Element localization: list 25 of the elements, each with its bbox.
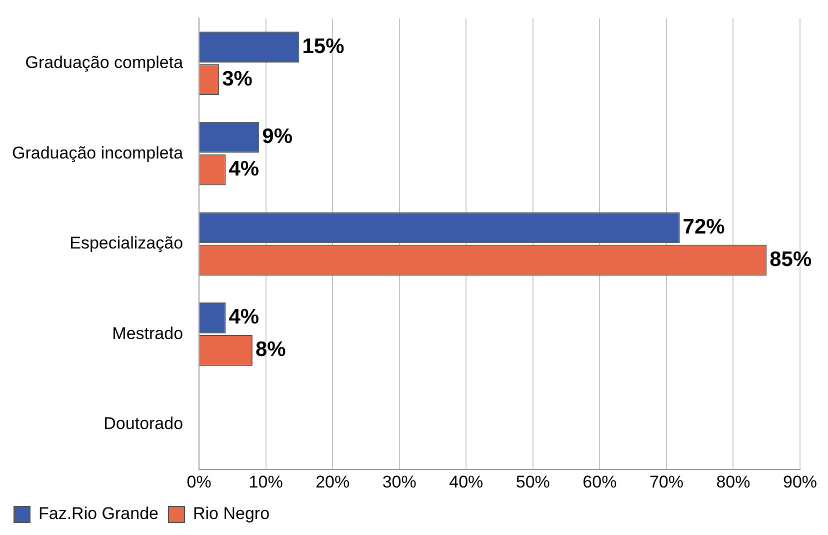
legend-label: Rio Negro bbox=[192, 504, 270, 524]
data-label: 4% bbox=[228, 158, 260, 181]
x-tick-label: 70% bbox=[649, 472, 684, 492]
x-tick-label: 50% bbox=[516, 472, 550, 492]
x-tick-label: 40% bbox=[449, 472, 484, 492]
legend-label: Faz.Rio Grande bbox=[38, 504, 158, 524]
x-tick-label: 60% bbox=[582, 472, 617, 492]
x-tick-label: 10% bbox=[248, 472, 283, 492]
y-tick-label: Mestrado bbox=[112, 324, 184, 343]
x-tick-label: 90% bbox=[782, 472, 818, 492]
data-label: 72% bbox=[682, 215, 726, 238]
x-tick-label: 0% bbox=[186, 472, 212, 492]
x-tick-label: 20% bbox=[316, 472, 350, 492]
x-tick-label: 30% bbox=[382, 472, 416, 492]
data-label: 4% bbox=[228, 306, 260, 329]
y-tick-label: Doutorado bbox=[104, 414, 184, 434]
data-label: 15% bbox=[302, 34, 345, 58]
y-tick-label: Especialização bbox=[70, 234, 184, 253]
x-tick-label: 80% bbox=[716, 472, 750, 492]
data-label: 8% bbox=[255, 338, 286, 362]
y-tick-label: Graduação completa bbox=[25, 53, 184, 72]
data-label: 85% bbox=[770, 248, 812, 271]
data-label: 3% bbox=[222, 67, 253, 90]
data-label: 9% bbox=[262, 125, 293, 148]
y-tick-label: Graduação incompleta bbox=[12, 143, 184, 162]
